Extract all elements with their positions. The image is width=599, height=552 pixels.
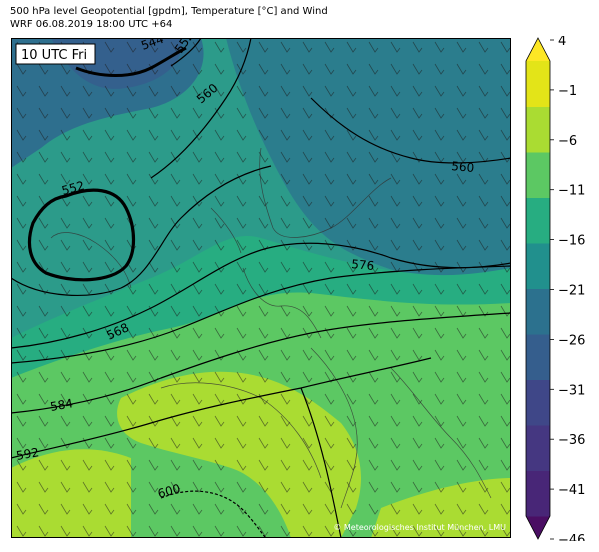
contour-560-north bbox=[150, 38, 252, 179]
time-label: 10 UTC Fri bbox=[21, 48, 87, 63]
contour-560-ring bbox=[11, 165, 272, 296]
colorbar-band bbox=[526, 243, 550, 289]
chart-title: 500 hPa level Geopotential [gpdm], Tempe… bbox=[10, 6, 328, 17]
colorbar-band bbox=[526, 152, 550, 198]
weather-map: 544 552 560 552 560 568 576 584 592 600 … bbox=[11, 38, 511, 538]
colorbar-tick-label: −1 bbox=[558, 84, 577, 99]
colorbar-tick-label: −11 bbox=[558, 184, 585, 199]
colorbar-tick-label: −16 bbox=[558, 234, 585, 249]
contour-label-592: 592 bbox=[15, 445, 40, 463]
contour-584 bbox=[11, 312, 511, 414]
colorbar-outline bbox=[525, 37, 551, 540]
colorbar-band bbox=[526, 334, 550, 380]
colorbar-band bbox=[526, 61, 550, 107]
contour-552-north bbox=[170, 38, 202, 67]
contour-592-lower bbox=[300, 387, 342, 538]
colorbar-band bbox=[526, 106, 550, 153]
contour-568 bbox=[11, 242, 511, 349]
contour-552-low bbox=[27, 188, 136, 282]
contour-label-584: 584 bbox=[49, 396, 74, 414]
colorbar-band bbox=[526, 379, 550, 426]
colorbar-band bbox=[526, 425, 550, 471]
wind-barbs bbox=[11, 38, 511, 538]
copyright-text: © Meteorologisches Institut München, LMU bbox=[333, 523, 506, 532]
contour-label-576: 576 bbox=[351, 257, 375, 273]
colorbar-tick-label: −21 bbox=[558, 284, 585, 299]
map-frame bbox=[11, 38, 511, 538]
contour-576 bbox=[11, 265, 511, 364]
colorbar-arrow-high bbox=[526, 38, 550, 61]
time-label-box bbox=[15, 43, 96, 65]
colorbar-band bbox=[526, 197, 550, 244]
colorbar-tick-label: −46 bbox=[558, 533, 585, 541]
contour-560-east bbox=[310, 97, 511, 164]
geopotential-contours bbox=[11, 38, 511, 538]
colorbar-band bbox=[526, 288, 550, 335]
contour-label-560-east: 560 bbox=[451, 159, 475, 175]
colorbar-tick-label: −41 bbox=[558, 483, 585, 498]
colorbar-tick-label: −26 bbox=[558, 333, 585, 348]
contour-600 bbox=[160, 490, 267, 538]
contour-label-600: 600 bbox=[156, 481, 182, 500]
colorbar-band bbox=[526, 470, 550, 517]
colorbar: 4 −1 −6 −11 −16 −21 −26 −31 −36 −41 −46 bbox=[525, 36, 585, 541]
colorbar-tick-label: −6 bbox=[558, 134, 577, 149]
colorbar-tick-label: −36 bbox=[558, 433, 585, 448]
contour-544 bbox=[75, 46, 187, 77]
colorbar-tick-label: −31 bbox=[558, 383, 585, 398]
contour-label-552-low: 552 bbox=[60, 178, 86, 197]
colorbar-tick-label: 4 bbox=[558, 36, 566, 49]
chart-subtitle: WRF 06.08.2019 18:00 UTC +64 bbox=[10, 19, 173, 30]
colorbar-arrow-low bbox=[526, 516, 550, 539]
contour-592 bbox=[11, 357, 432, 459]
